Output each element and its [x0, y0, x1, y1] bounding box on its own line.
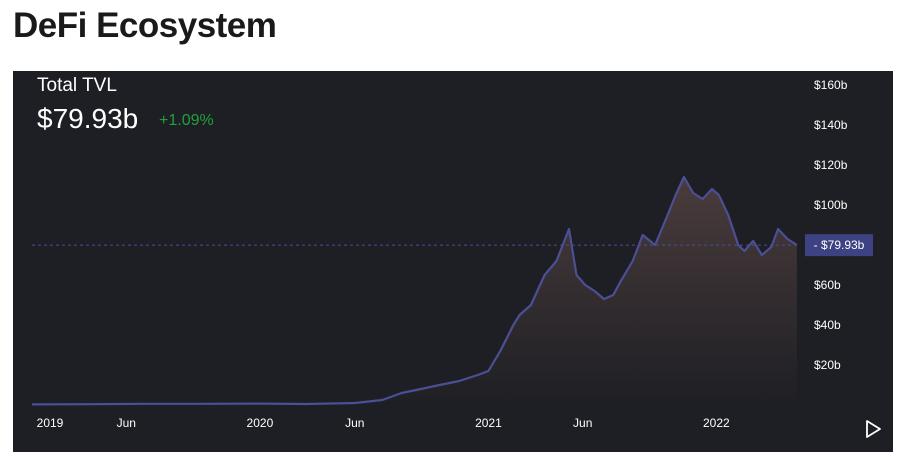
page-title: DeFi Ecosystem [13, 6, 277, 45]
x-tick-label: 2022 [703, 416, 730, 430]
x-tick-label: 2019 [37, 416, 64, 430]
metric-change: +1.09% [159, 112, 214, 129]
metric-value: $79.93b [37, 103, 139, 134]
y-tick-label: $120b [814, 158, 848, 172]
tvl-area-chart[interactable]: $20b $40b $60b $100b $120b $140b $160b 2019 Jun… [13, 71, 893, 452]
tvl-area-fill [32, 177, 797, 405]
y-tick-label: $100b [814, 198, 848, 212]
tvl-line [31, 175, 798, 406]
tvl-chart-panel[interactable]: $20b $40b $60b $100b $120b $140b $160b 2019 Jun… [13, 71, 893, 452]
y-tick-label: $160b [814, 78, 848, 92]
y-tick-label: $20b [814, 358, 841, 372]
x-tick-label: 2021 [475, 416, 502, 430]
y-tick-label: $40b [814, 318, 841, 332]
y-tick-label: $60b [814, 278, 841, 292]
x-tick-label: Jun [117, 416, 136, 430]
play-button[interactable] [865, 419, 883, 439]
x-tick-label: Jun [573, 416, 592, 430]
x-tick-label: 2020 [247, 416, 274, 430]
metric-label: Total TVL [37, 75, 117, 96]
x-tick-label: Jun [345, 416, 364, 430]
y-tick-label: $140b [814, 118, 848, 132]
current-value-label: - $79.93b [814, 238, 865, 252]
play-icon [866, 420, 881, 438]
current-value-marker [805, 234, 873, 257]
